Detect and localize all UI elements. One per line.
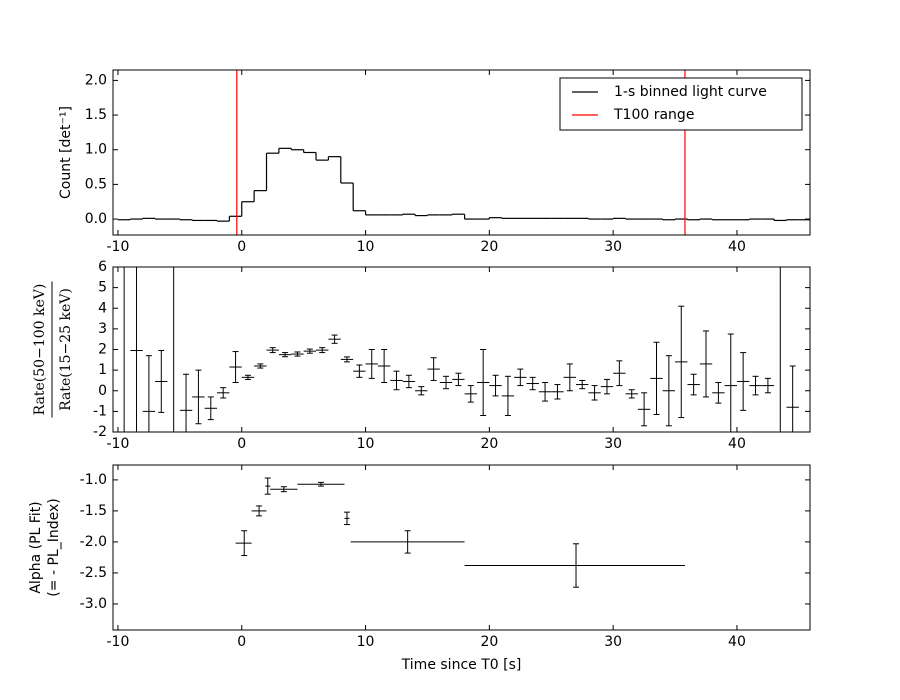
- axes-frame: [112, 266, 811, 433]
- y-tick-label: -1.5: [80, 503, 107, 519]
- x-tick-label: 20: [480, 239, 498, 255]
- y-tick-label: 5: [98, 280, 107, 296]
- x-axis-label: Time since T0 [s]: [401, 657, 522, 673]
- x-tick-label: -10: [107, 634, 130, 650]
- legend-label: 1-s binned light curve: [614, 84, 767, 100]
- x-tick-label: 30: [604, 634, 622, 650]
- legend-box: [559, 77, 803, 131]
- x-tick-label: 0: [237, 239, 246, 255]
- legend-label: T100 range: [613, 107, 694, 123]
- y-tick-label: -1.0: [80, 472, 107, 488]
- y-tick-label: 6: [98, 259, 107, 275]
- x-tick-label: 20: [480, 634, 498, 650]
- y-axis-label: (= - PL_Index): [46, 498, 62, 596]
- y-tick-label: 2: [98, 342, 107, 358]
- y-tick-label: -1: [93, 403, 107, 419]
- y-tick-label: 0.0: [85, 211, 107, 227]
- x-tick-label: 40: [728, 436, 746, 452]
- x-tick-label: 10: [357, 239, 375, 255]
- y-tick-label: 4: [98, 300, 107, 316]
- y-tick-label: -2.5: [80, 565, 107, 581]
- plot-area: [235, 477, 685, 588]
- y-tick-label: 0: [98, 383, 107, 399]
- y-tick-label: -2: [93, 424, 107, 440]
- axes-frame: [112, 464, 811, 631]
- axes-frame: [112, 69, 811, 236]
- x-tick-label: 0: [237, 634, 246, 650]
- x-tick-label: 30: [604, 239, 622, 255]
- plot-area: [123, 267, 799, 432]
- x-tick-label: 30: [604, 436, 622, 452]
- y-axis-label-numerator: Rate(50−100 keV): [32, 284, 48, 416]
- x-tick-label: -10: [107, 239, 130, 255]
- y-axis-label: Count [det⁻¹]: [58, 106, 74, 199]
- x-tick-label: -10: [107, 436, 130, 452]
- y-axis-label-denominator: Rate(15−25 keV): [58, 288, 74, 411]
- x-tick-label: 40: [728, 239, 746, 255]
- y-tick-label: -2.0: [80, 534, 107, 550]
- y-axis-label: Alpha (PL Fit): [28, 501, 44, 593]
- x-tick-label: 10: [357, 436, 375, 452]
- y-tick-label: 1.0: [85, 142, 107, 158]
- y-tick-label: 3: [98, 321, 107, 337]
- x-tick-label: 40: [728, 634, 746, 650]
- y-tick-label: 1.5: [85, 107, 107, 123]
- x-tick-label: 10: [357, 634, 375, 650]
- y-tick-label: 1: [98, 362, 107, 378]
- y-tick-label: -3.0: [80, 596, 107, 612]
- y-tick-label: 0.5: [85, 176, 107, 192]
- x-tick-label: 20: [480, 436, 498, 452]
- y-tick-label: 2.0: [85, 72, 107, 88]
- x-tick-label: 0: [237, 436, 246, 452]
